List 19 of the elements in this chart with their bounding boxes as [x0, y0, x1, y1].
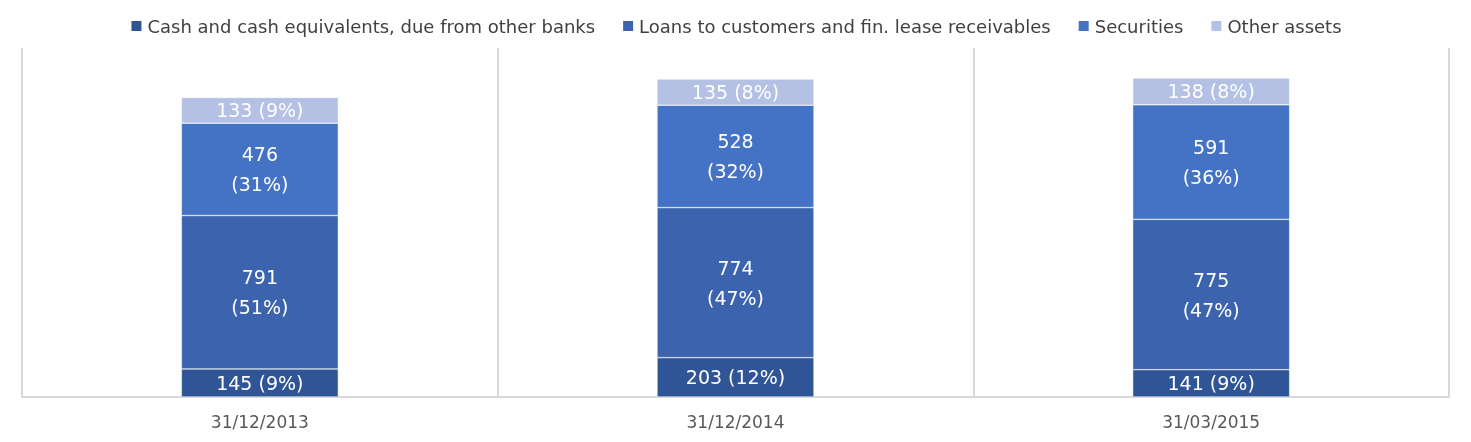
data-label: 141 (9%) — [1167, 372, 1255, 395]
x-tick-label: 31/12/2014 — [686, 411, 785, 432]
data-label: 591 (36%) — [1182, 136, 1240, 189]
data-label: 476 (31%) — [231, 143, 289, 196]
legend-label: Securities — [1094, 15, 1184, 37]
legend-label: Cash and cash equivalents, due from other banks — [147, 15, 596, 37]
data-label: 528 (32%) — [706, 130, 765, 183]
x-tick-label: 31/03/2015 — [1162, 411, 1261, 432]
data-label: 774 (47%) — [706, 256, 765, 309]
data-label: 135 (8%) — [691, 81, 780, 104]
data-label: 145 (9%) — [216, 371, 304, 394]
x-tick-label: 31/12/2013 — [210, 411, 309, 432]
data-label: 775 (47%) — [1182, 268, 1240, 321]
data-label: 203 (12%) — [685, 366, 786, 389]
data-label: 138 (8%) — [1167, 80, 1255, 103]
data-label: 133 (9%) — [216, 99, 304, 122]
legend-label: Other assets — [1227, 15, 1342, 37]
data-label: 791 (51%) — [231, 266, 289, 319]
legend-label: Loans to customers and fin. lease receivables — [639, 15, 1051, 37]
